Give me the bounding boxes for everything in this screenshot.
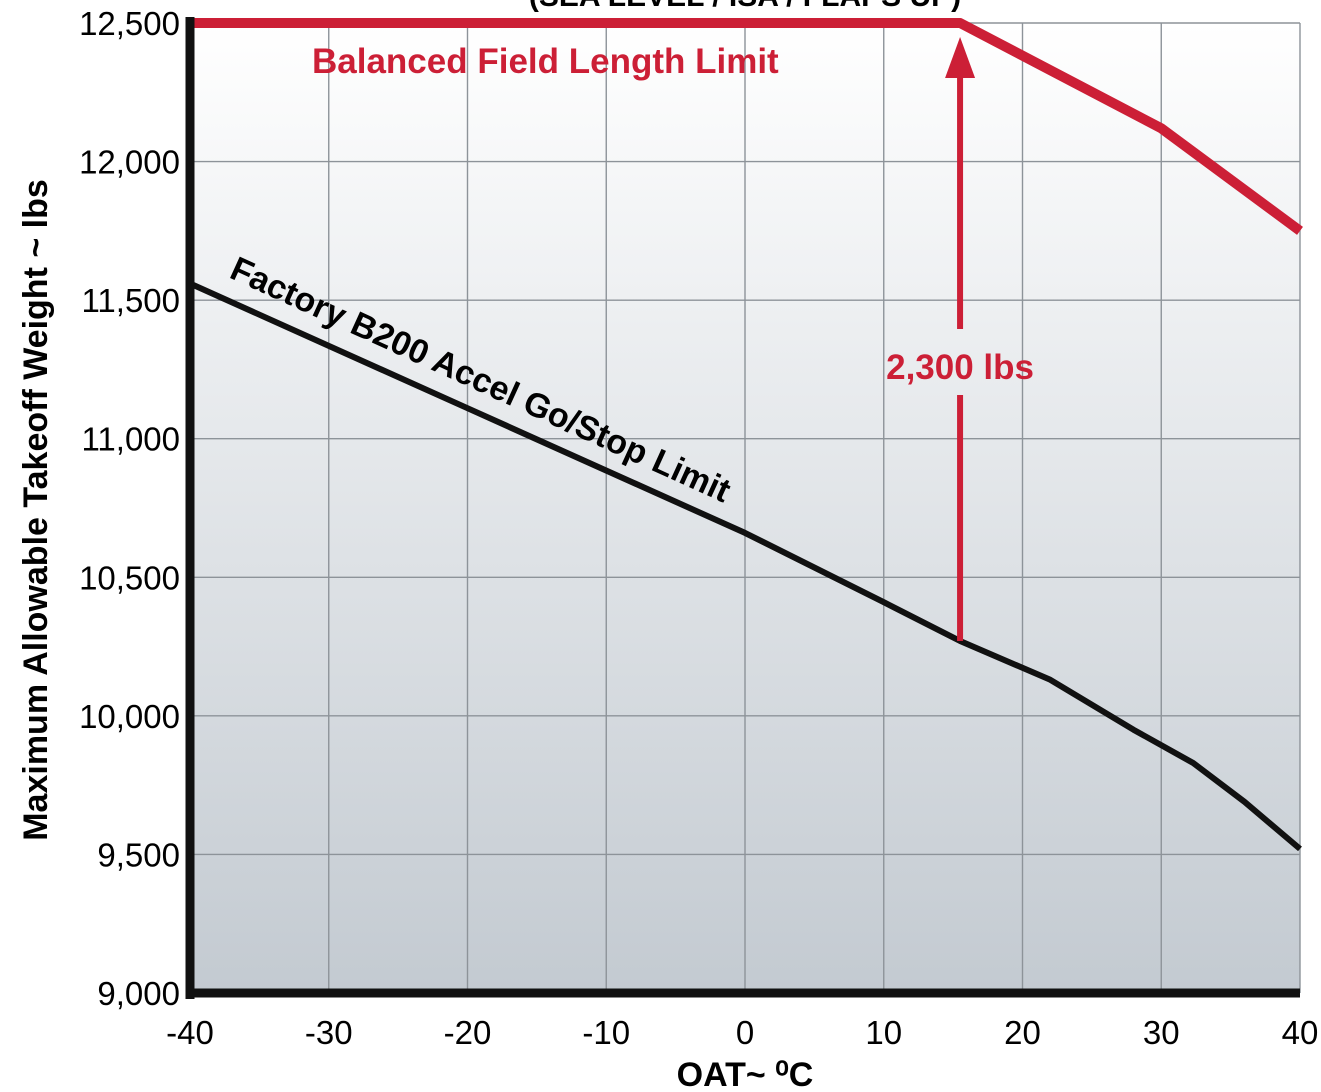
- y-tick-label: 9,000: [97, 975, 180, 1012]
- x-tick-label: 10: [865, 1014, 902, 1051]
- annotation-arrow-head: [945, 37, 976, 78]
- y-tick-label: 12,500: [79, 5, 180, 42]
- axes: [185, 17, 1300, 999]
- series-label-balanced-field: Balanced Field Length Limit: [312, 42, 779, 81]
- tick-labels: -40 -30 -20 -10 0 10 20 30 40 9,000 9,500 10,000 10,…: [79, 5, 1318, 1051]
- chart-subtitle: (SEA LEVEL / ISA / FLAPS UP): [529, 0, 961, 13]
- x-tick-label: -10: [582, 1014, 630, 1051]
- y-axis-label: Maximum Allowable Takeoff Weight ~ lbs: [17, 179, 55, 841]
- y-tick-label: 9,500: [97, 836, 180, 873]
- annotation-layer: 2,300 lbs: [886, 37, 1034, 642]
- x-tick-label: -20: [444, 1014, 492, 1051]
- x-axis-label: OAT~ ⁰C: [677, 1056, 814, 1092]
- y-tick-label: 10,500: [79, 559, 180, 596]
- x-tick-label: -30: [305, 1014, 353, 1051]
- y-tick-label: 11,000: [82, 421, 180, 458]
- y-tick-label: 12,000: [79, 144, 180, 181]
- x-tick-label: 0: [736, 1014, 754, 1051]
- series-line-balanced-field: [190, 18, 1303, 235]
- y-tick-label: 10,000: [79, 698, 180, 735]
- x-tick-label: -40: [166, 1014, 214, 1051]
- y-tick-label: 11,500: [82, 282, 180, 319]
- x-tick-label: 40: [1282, 1014, 1319, 1051]
- series-line-accel-go-stop: [188, 280, 1302, 852]
- annotation-label: 2,300 lbs: [886, 348, 1034, 387]
- x-tick-label: 20: [1004, 1014, 1041, 1051]
- x-tick-label: 30: [1143, 1014, 1180, 1051]
